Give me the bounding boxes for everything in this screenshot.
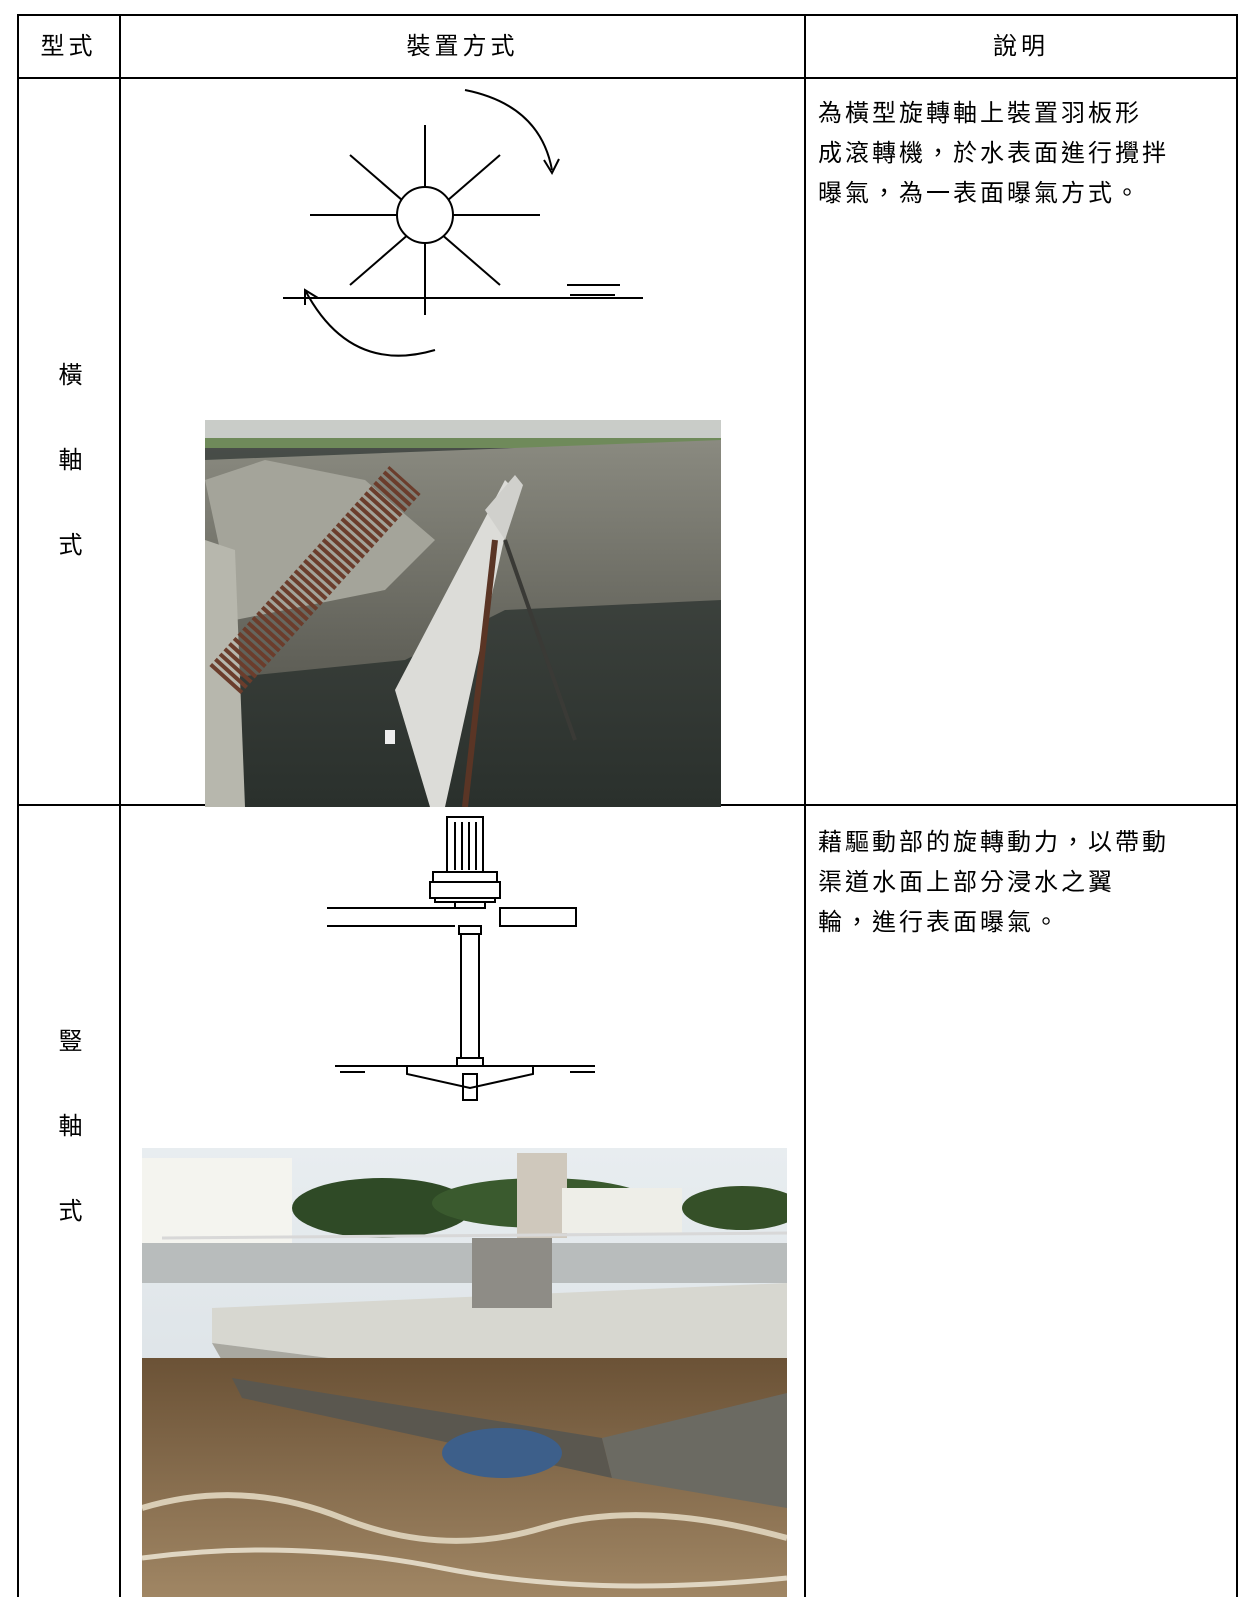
header-cell: 型式 (40, 32, 97, 60)
rotor-photo (205, 420, 721, 807)
table-border (1236, 14, 1238, 1597)
table-border (804, 14, 806, 1597)
impeller-diagram (327, 816, 595, 1101)
type-label: 橫軸式 (54, 362, 82, 617)
description: 為橫型旋轉軸上裝置羽板形 成滾轉機，於水表面進行攪拌 曝氣，為一表面曝氣方式。 (818, 93, 1238, 213)
impeller-photo (142, 1148, 787, 1597)
table-border (119, 14, 121, 1597)
description-line: 為橫型旋轉軸上裝置羽板形 (818, 99, 1142, 127)
description-line: 成滾轉機，於水表面進行攪拌 (818, 139, 1169, 167)
description-line: 曝氣，為一表面曝氣方式。 (818, 179, 1142, 207)
description: 藉驅動部的旋轉動力，以帶動 渠道水面上部分浸水之翼 輪，進行表面曝氣。 (818, 822, 1238, 942)
type-label: 豎軸式 (54, 1028, 82, 1283)
rotor-diagram (283, 89, 643, 357)
description-line: 輪，進行表面曝氣。 (818, 908, 1061, 936)
table-border (17, 14, 1238, 16)
description-line: 渠道水面上部分浸水之翼 (818, 868, 1115, 896)
table-border (17, 77, 1238, 79)
table-border (17, 14, 19, 1597)
header-cell: 說明 (993, 32, 1049, 60)
description-line: 藉驅動部的旋轉動力，以帶動 (818, 828, 1169, 856)
header-cell: 裝置方式 (406, 32, 519, 60)
